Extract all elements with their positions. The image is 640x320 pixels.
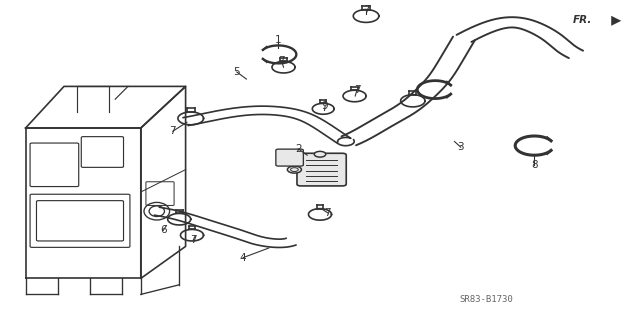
Text: 8: 8 bbox=[531, 160, 538, 170]
FancyBboxPatch shape bbox=[276, 149, 303, 166]
Text: 5: 5 bbox=[234, 67, 240, 77]
Ellipse shape bbox=[314, 151, 326, 157]
Text: 7: 7 bbox=[354, 84, 360, 95]
Ellipse shape bbox=[287, 166, 301, 173]
Text: FR.: FR. bbox=[573, 15, 592, 25]
Text: SR83-B1730: SR83-B1730 bbox=[460, 295, 513, 304]
Text: 7: 7 bbox=[170, 126, 176, 136]
Ellipse shape bbox=[291, 168, 298, 172]
Text: 3: 3 bbox=[458, 142, 464, 152]
Text: 2: 2 bbox=[295, 144, 301, 154]
Text: 7: 7 bbox=[324, 208, 331, 218]
Text: 1: 1 bbox=[275, 35, 282, 45]
Text: 6: 6 bbox=[160, 225, 166, 236]
Text: 4: 4 bbox=[240, 252, 246, 263]
Text: 7: 7 bbox=[363, 4, 369, 15]
Text: 7: 7 bbox=[190, 235, 196, 245]
Text: 7: 7 bbox=[278, 56, 285, 66]
Text: 9: 9 bbox=[322, 101, 328, 111]
FancyBboxPatch shape bbox=[297, 153, 346, 186]
